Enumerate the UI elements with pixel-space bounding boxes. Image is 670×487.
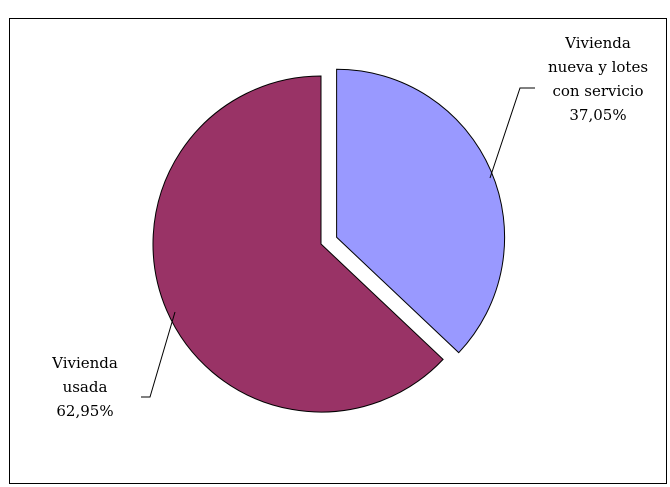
pie-slice-2 xyxy=(152,75,444,413)
slice-labels: Vivienda nueva y lotes con servicio 37,05%V… xyxy=(51,34,648,420)
slice-label-2: Vivienda usada 62,95% xyxy=(51,354,118,420)
pie-slices xyxy=(152,68,506,413)
leader-lines xyxy=(141,87,535,398)
slice-label-line: nueva y lotes xyxy=(548,58,648,76)
slice-label-line: con servicio xyxy=(552,82,643,100)
slice-label-1: Vivienda nueva y lotes con servicio 37,05% xyxy=(548,34,648,124)
slice-label-line: Vivienda xyxy=(564,34,631,52)
slice-value-label: 62,95% xyxy=(56,402,113,420)
leader-line-2 xyxy=(141,311,176,398)
slice-label-line: Vivienda xyxy=(51,354,118,372)
pie-slice-1 xyxy=(336,68,506,354)
slice-value-label: 37,05% xyxy=(569,106,626,124)
slice-label-line: usada xyxy=(63,378,108,396)
leader-line-1 xyxy=(489,87,535,179)
